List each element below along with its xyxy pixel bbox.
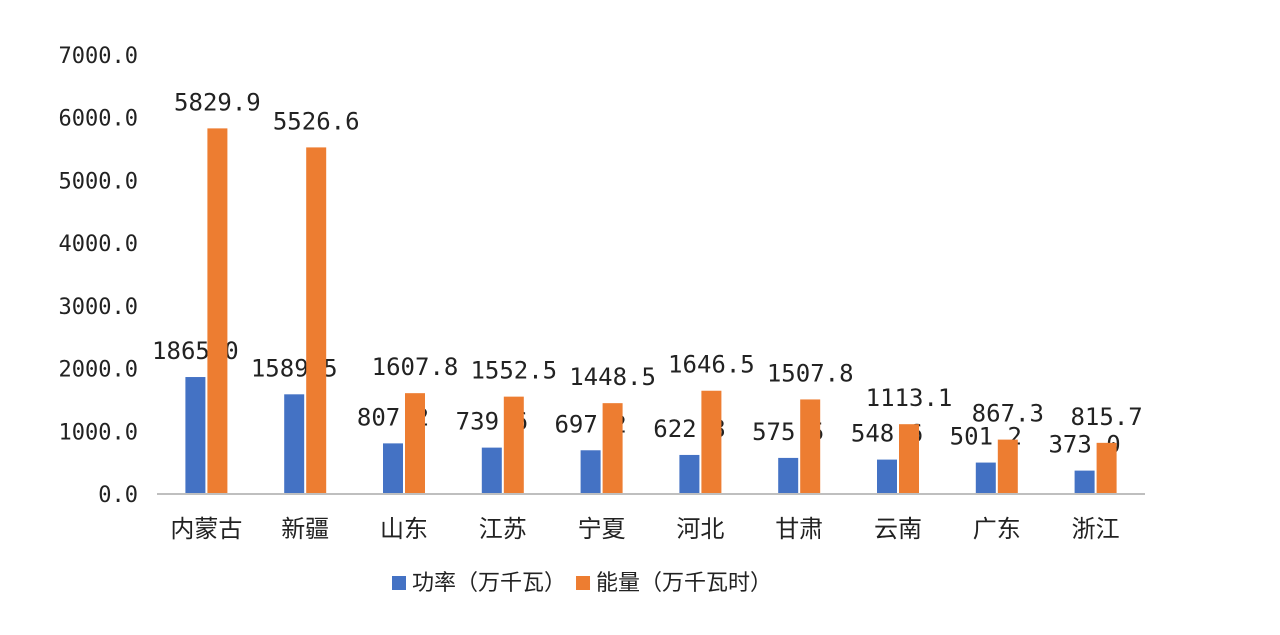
data-label-energy: 1448.5 [569, 363, 656, 391]
bar-energy [306, 147, 327, 494]
y-axis: 0.0 1000.0 2000.0 3000.0 4000.0 5000.0 6000.0 7… [59, 44, 138, 508]
y-tick-label: 3000.0 [59, 295, 138, 320]
x-tick-label: 浙江 [1072, 515, 1120, 543]
legend-label-energy: 能量（万千瓦时） [596, 571, 772, 596]
data-label-energy: 867.3 [972, 400, 1044, 428]
bar-power [1074, 470, 1095, 494]
bar-energy [602, 403, 623, 494]
y-tick-label: 5000.0 [59, 169, 138, 194]
bar-energy [207, 128, 228, 494]
bar-energy [997, 439, 1018, 494]
y-tick-label: 1000.0 [59, 420, 138, 445]
data-label-energy: 5829.9 [174, 88, 261, 116]
bar-power [185, 377, 206, 494]
data-label-energy: 1552.5 [470, 357, 557, 385]
data-label-energy: 5526.6 [273, 107, 360, 135]
y-tick-label: 7000.0 [59, 44, 138, 69]
bar-energy [405, 393, 425, 494]
x-tick-label: 内蒙古 [170, 515, 242, 543]
x-axis: 内蒙古 新疆 山东 江苏 宁夏 河北 甘肃 云南 广东 浙江 [157, 493, 1145, 543]
bar-energy [503, 396, 524, 494]
data-label-energy: 1113.1 [866, 384, 953, 412]
bar-energy [899, 424, 919, 494]
y-tick-label: 4000.0 [59, 232, 138, 257]
bar-power [877, 459, 897, 494]
x-tick-label: 甘肃 [775, 515, 823, 543]
data-label-energy: 815.7 [1070, 403, 1142, 431]
legend-label-power: 功率（万千瓦） [412, 571, 566, 596]
bar-energy [800, 399, 821, 494]
y-tick-label: 2000.0 [59, 358, 138, 383]
data-label-energy: 1646.5 [668, 351, 755, 379]
data-label-energy: 1507.8 [767, 359, 854, 387]
bar-energy [701, 390, 722, 494]
legend-swatch-energy [576, 576, 591, 590]
bar-power [975, 462, 996, 494]
x-tick-label: 江苏 [479, 515, 527, 543]
bar-power [679, 454, 700, 494]
bar-power [383, 443, 403, 494]
x-tick-label: 广东 [973, 515, 1021, 543]
bar-power [481, 447, 502, 494]
x-tick-label: 山东 [380, 515, 428, 543]
bar-energy [1096, 442, 1117, 494]
bar-power [284, 394, 305, 494]
legend-swatch-power [392, 576, 406, 590]
bar-power [580, 450, 601, 494]
plot-area: 1865.05829.91589.55526.6807.21607.8739.6… [152, 88, 1143, 494]
data-label-energy: 1607.8 [372, 353, 459, 381]
bar-power [778, 457, 799, 494]
x-tick-label: 新疆 [281, 515, 329, 543]
x-tick-label: 河北 [676, 515, 724, 543]
x-tick-label: 宁夏 [578, 515, 626, 543]
y-tick-label: 6000.0 [59, 107, 138, 132]
y-tick-label: 0.0 [98, 483, 138, 508]
legend: 功率（万千瓦） 能量（万千瓦时） [392, 571, 772, 596]
x-tick-label: 云南 [874, 515, 922, 543]
